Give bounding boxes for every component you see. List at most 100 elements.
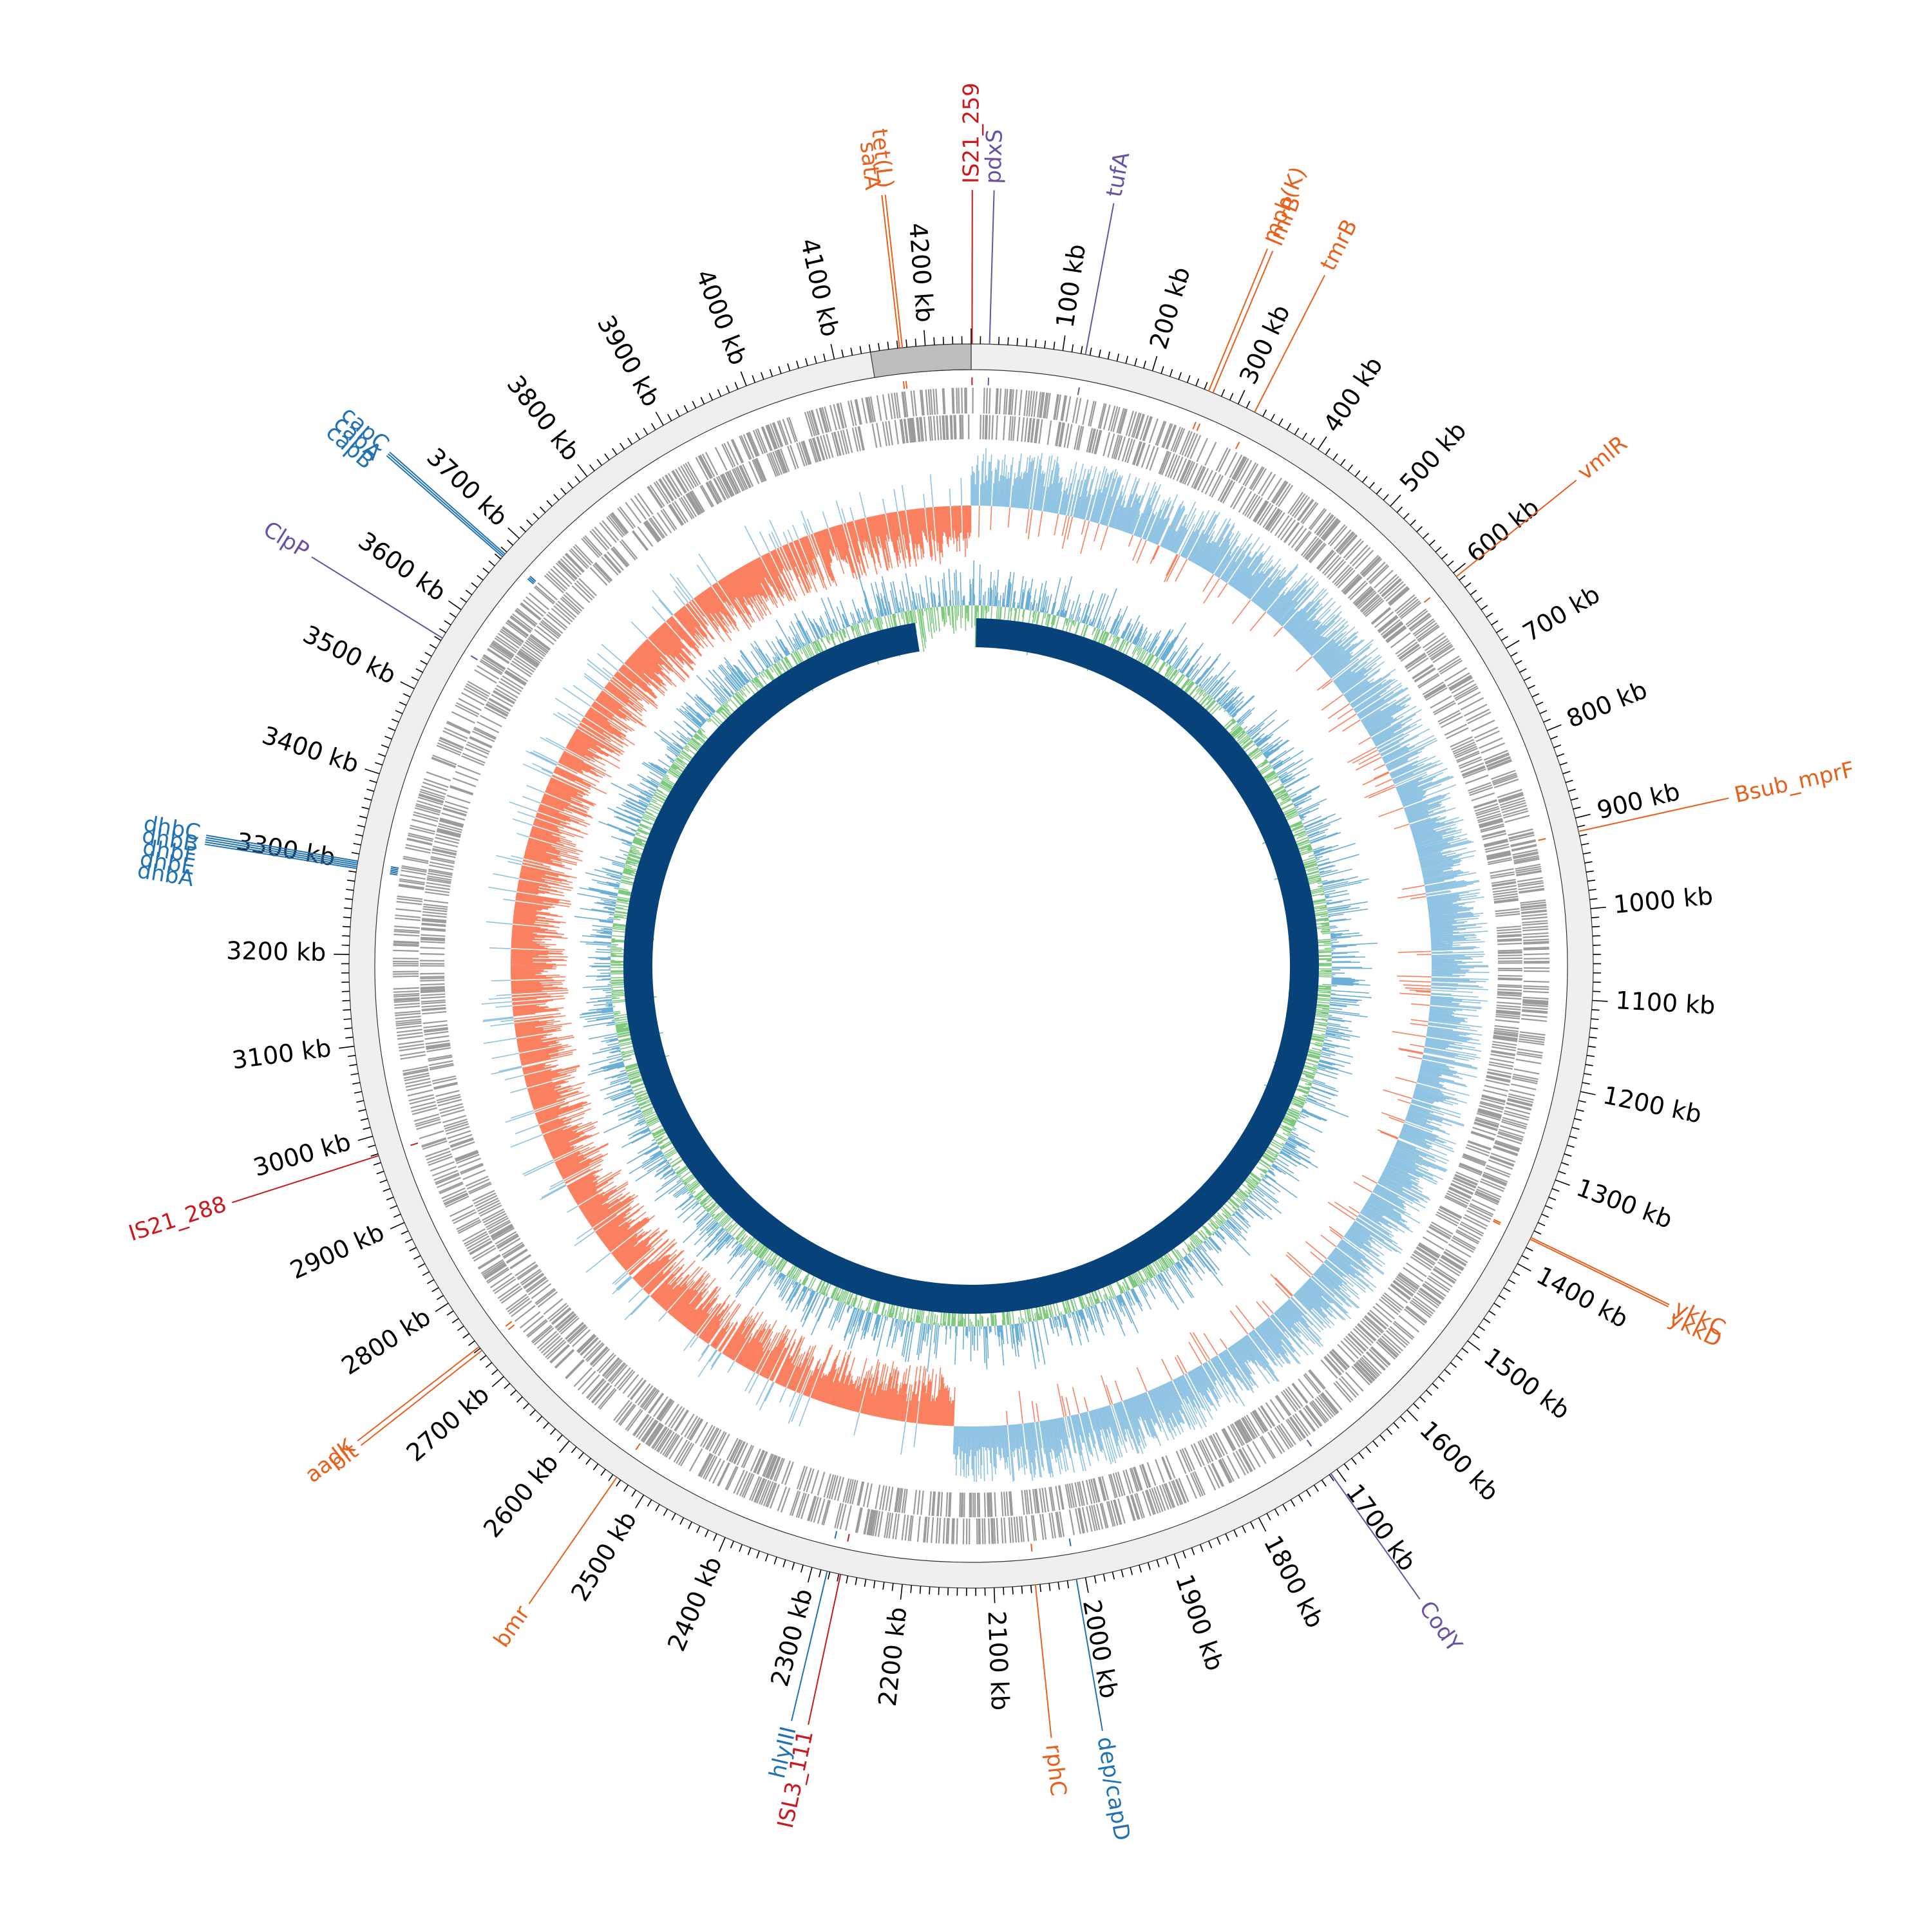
gene-connector	[206, 835, 358, 862]
gene-label: ClpP	[259, 516, 314, 564]
scale-label: 2100 kb	[982, 1610, 1014, 1710]
gene-connector	[881, 194, 900, 348]
gene-mark	[390, 869, 399, 873]
gene-mark	[410, 1142, 419, 1146]
gene-label: rphC	[1040, 1743, 1071, 1797]
gene-connector	[1084, 203, 1115, 355]
scale-label: 2900 kb	[286, 1218, 388, 1285]
gc-skew-track	[481, 448, 1490, 1482]
gene-label: bmr	[489, 1601, 535, 1652]
scale-label: 4200 kb	[904, 222, 939, 323]
scale-label: 2400 kb	[662, 1553, 728, 1656]
scale-label: 3400 kb	[259, 721, 363, 779]
scale-label: 1200 kb	[1600, 1081, 1704, 1128]
gene-mark	[527, 578, 535, 585]
ring-backbone	[348, 343, 1594, 1589]
inner-ring	[623, 618, 1320, 1314]
inner-ring-arc	[623, 618, 1320, 1314]
gene-mark	[1196, 423, 1201, 431]
scale-label: 700 kb	[1518, 580, 1605, 647]
gene-mark	[390, 866, 399, 869]
scale-label: 400 kb	[1318, 352, 1388, 437]
gene-connector	[357, 1346, 480, 1442]
gene-connector	[1530, 1238, 1669, 1308]
gene-label: IS21_288	[126, 1191, 230, 1247]
gene-mark	[529, 576, 536, 582]
gene-mark	[1306, 1439, 1312, 1447]
scale-label: 3000 kb	[251, 1128, 354, 1182]
scale-label: 800 kb	[1562, 676, 1651, 734]
gene-mark	[905, 381, 908, 389]
gene-mark	[1030, 1544, 1033, 1552]
gene-label: satA	[855, 140, 886, 191]
gene-mark	[1493, 1218, 1501, 1224]
gene-mark	[635, 1443, 641, 1450]
scale-label: 2600 kb	[478, 1448, 564, 1543]
gene-connector	[205, 839, 358, 866]
gc-skew-positive	[481, 448, 1490, 1482]
gene-label: CodY	[1414, 1596, 1467, 1657]
gc-content-track	[574, 560, 1378, 1372]
gc-content-high	[574, 560, 1378, 1372]
gene-mark	[390, 871, 398, 874]
gene-mark	[390, 867, 399, 871]
scale-label: 3900 kb	[592, 310, 666, 411]
scale-label: 600 kb	[1461, 493, 1544, 568]
scale-label: 2800 kb	[337, 1303, 436, 1381]
gene-connector	[1034, 1584, 1052, 1738]
gene-connector	[204, 844, 357, 869]
scale-label: 1800 kb	[1258, 1531, 1330, 1633]
gene-label: IS21_259	[958, 82, 984, 184]
gene-mark	[1492, 1220, 1501, 1226]
gene-connector	[360, 1350, 483, 1446]
gene-connector	[311, 556, 443, 639]
gene-label: tmrB	[1316, 215, 1363, 275]
gene-connector	[791, 1571, 828, 1721]
gc-skew-negative	[510, 505, 1432, 1426]
scale-label: 1700 kb	[1340, 1479, 1422, 1576]
gene-connector	[1455, 479, 1577, 578]
gene-mark	[1423, 597, 1431, 603]
gene-connector	[386, 455, 503, 558]
contig-segment	[869, 343, 972, 378]
gene-mark	[505, 1321, 513, 1327]
gene-mark	[847, 1533, 850, 1542]
gene-mark	[507, 1324, 515, 1331]
scale-label: 100 kb	[1050, 242, 1091, 330]
gene-label: vmlR	[1573, 431, 1632, 486]
scale-label: 3800 kb	[502, 370, 585, 466]
gene-connector	[884, 194, 904, 348]
scale-label: 3500 kb	[299, 620, 401, 689]
gene-mark	[1077, 387, 1080, 395]
gc-content-low	[610, 605, 1332, 1327]
gene-tracks	[392, 387, 1550, 1545]
gene-connector	[205, 841, 357, 867]
gene-connector	[232, 1155, 379, 1204]
scale-label: 2000 kb	[1077, 1597, 1124, 1700]
gene-connector	[1254, 274, 1325, 413]
scale-label: 2300 kb	[765, 1586, 818, 1689]
gene-mark	[528, 577, 535, 583]
gene-connector	[1075, 1578, 1103, 1731]
scale-label: 1600 kb	[1414, 1416, 1504, 1506]
gene-connector	[1330, 1473, 1421, 1600]
scale-label: 3600 kb	[353, 526, 451, 607]
gene-mark	[470, 655, 478, 661]
scale-label: 2500 kb	[565, 1506, 642, 1606]
gene-track-strand-1	[392, 387, 1550, 1545]
scale-label: 3700 kb	[421, 442, 513, 531]
gene-mark	[1068, 1538, 1072, 1546]
gene-connector	[1530, 1236, 1670, 1305]
gene-connector	[205, 837, 358, 864]
gene-mark	[1235, 441, 1240, 450]
gene-connector	[1208, 248, 1269, 392]
scale-label: 500 kb	[1394, 416, 1472, 497]
gene-mark	[390, 873, 398, 876]
gene-connector	[808, 1574, 842, 1725]
gene-label: tufA	[1101, 150, 1135, 199]
gene-mark	[1538, 838, 1546, 841]
gene-connector	[387, 453, 504, 556]
